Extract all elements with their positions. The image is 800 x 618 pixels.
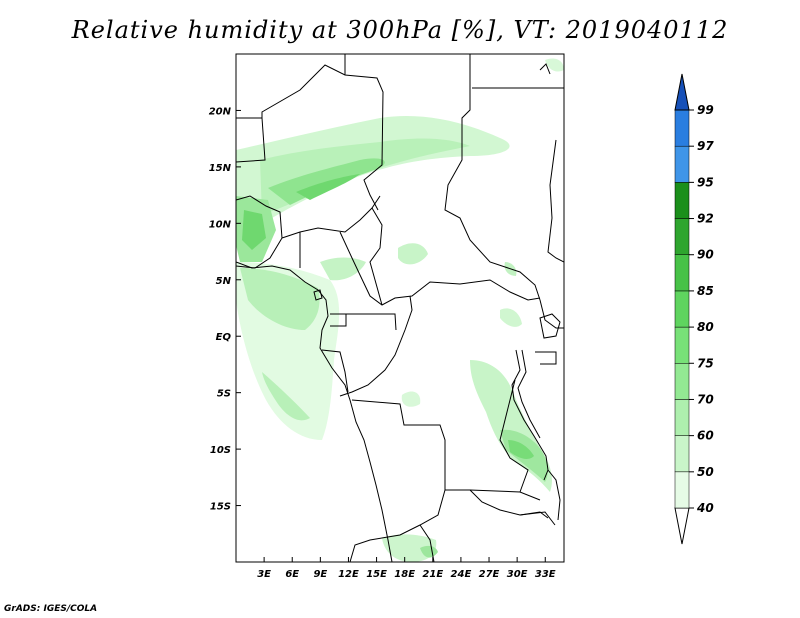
legend-swatch: [674, 218, 690, 255]
legend-label: 92: [697, 212, 714, 226]
legend-swatch: [674, 109, 690, 147]
chart-title: Relative humidity at 300hPa [%], VT: 201…: [71, 16, 729, 44]
latitude-axis: 20N 15N 10N 5N EQ 5S 10S 15S: [209, 106, 241, 513]
legend-swatch: [674, 399, 690, 436]
map-frame: [235, 53, 565, 563]
lon-tick-label: 24E: [451, 569, 472, 580]
legend-label: 99: [697, 103, 714, 117]
legend-swatch: [674, 435, 690, 473]
lon-tick-label: 3E: [257, 569, 271, 580]
country-borders: [236, 54, 564, 562]
legend-swatch: [674, 182, 690, 219]
humidity-band-minor: [382, 58, 564, 562]
legend-swatch: [674, 290, 690, 328]
legend-label: 85: [697, 284, 714, 298]
coastlines: [236, 63, 561, 562]
legend-label: 80: [697, 320, 714, 334]
legend-high-arrow: [674, 73, 690, 111]
lon-tick-label: 6E: [285, 569, 299, 580]
lon-tick-label: 33E: [535, 569, 556, 580]
legend-label: 70: [697, 392, 714, 406]
lon-tick-label: 30E: [507, 569, 528, 580]
legend-swatch: [674, 254, 690, 292]
color-legend: 40 50 60 70 75 80 85 90 92 95 97 99: [674, 73, 714, 545]
legend-label: 50: [697, 465, 714, 479]
legend-label: 95: [697, 175, 714, 189]
lon-tick-label: 18E: [394, 569, 415, 580]
humidity-band-east: [470, 262, 552, 492]
humidity-band-west: [236, 196, 276, 262]
grads-credit: GrADS: IGES/COLA: [4, 604, 98, 614]
legend-label: 90: [697, 248, 714, 262]
legend-low-arrow: [674, 507, 690, 545]
legend-swatch: [674, 363, 690, 400]
longitude-axis: 3E 6E 9E 12E 15E 18E 21E 24E 27E 30E 33E: [257, 557, 556, 580]
lon-tick-label: 27E: [479, 569, 500, 580]
legend-swatch: [674, 145, 690, 183]
lon-tick-label: 21E: [422, 569, 443, 580]
lon-tick-label: 9E: [313, 569, 327, 580]
lat-tick-label: 20N: [209, 106, 232, 117]
legend-label: 60: [697, 429, 714, 443]
legend-swatch: [674, 471, 690, 509]
lon-tick-label: 12E: [338, 569, 359, 580]
legend-label: 40: [696, 501, 714, 515]
lat-tick-label: 15N: [209, 163, 232, 174]
legend-label: 75: [697, 356, 714, 370]
lat-tick-label: 5N: [216, 276, 232, 287]
lon-tick-label: 15E: [366, 569, 387, 580]
lat-tick-label: 10N: [209, 219, 232, 230]
humidity-band-sahel: [236, 116, 510, 240]
humidity-band-gulf: [236, 257, 366, 440]
humidity-shading: [236, 58, 564, 562]
lat-tick-label: 5S: [217, 389, 231, 400]
lat-tick-label: 15S: [210, 502, 231, 513]
lat-tick-label: 10S: [210, 445, 231, 456]
legend-label: 97: [697, 139, 714, 153]
legend-swatch: [674, 326, 690, 364]
lat-tick-label: EQ: [216, 332, 232, 343]
